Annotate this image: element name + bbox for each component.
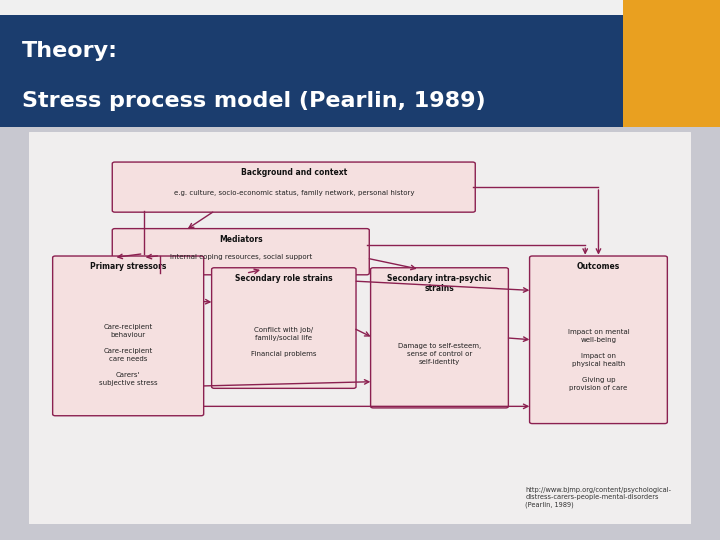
Text: Secondary intra-psychic
strains: Secondary intra-psychic strains [387, 274, 492, 293]
Text: Stress process model (Pearlin, 1989): Stress process model (Pearlin, 1989) [22, 91, 485, 111]
Text: Background and context: Background and context [240, 168, 347, 177]
Text: Care-recipient
behaviour

Care-recipient
care needs

Carers'
subjective stress: Care-recipient behaviour Care-recipient … [99, 323, 158, 386]
Text: Outcomes: Outcomes [577, 262, 620, 271]
Text: Primary stressors: Primary stressors [90, 262, 166, 271]
FancyBboxPatch shape [27, 131, 693, 525]
Text: Damage to self-esteem,
sense of control or
self-identity: Damage to self-esteem, sense of control … [398, 343, 481, 365]
Text: Secondary role strains: Secondary role strains [235, 274, 333, 283]
FancyBboxPatch shape [53, 256, 204, 416]
Text: Impact on mental
well-being

Impact on
physical health

Giving up
provision of c: Impact on mental well-being Impact on ph… [567, 328, 629, 390]
Text: e.g. culture, socio-economic status, family network, personal history: e.g. culture, socio-economic status, fam… [174, 190, 414, 195]
Text: http://www.bjmp.org/content/psychological-
distress-carers-people-mental-disorde: http://www.bjmp.org/content/psychologica… [526, 487, 671, 508]
Bar [0, 0, 623, 15]
Text: Theory:: Theory: [22, 40, 117, 60]
Text: Mediators: Mediators [219, 235, 263, 244]
Text: Internal coping resources, social support: Internal coping resources, social suppor… [170, 254, 312, 260]
FancyBboxPatch shape [530, 256, 667, 423]
Bar [623, 0, 720, 127]
FancyBboxPatch shape [212, 268, 356, 388]
FancyBboxPatch shape [371, 268, 508, 408]
Text: Conflict with job/
family/social life

Financial problems: Conflict with job/ family/social life Fi… [251, 327, 317, 357]
FancyBboxPatch shape [112, 162, 475, 212]
FancyBboxPatch shape [112, 228, 369, 275]
